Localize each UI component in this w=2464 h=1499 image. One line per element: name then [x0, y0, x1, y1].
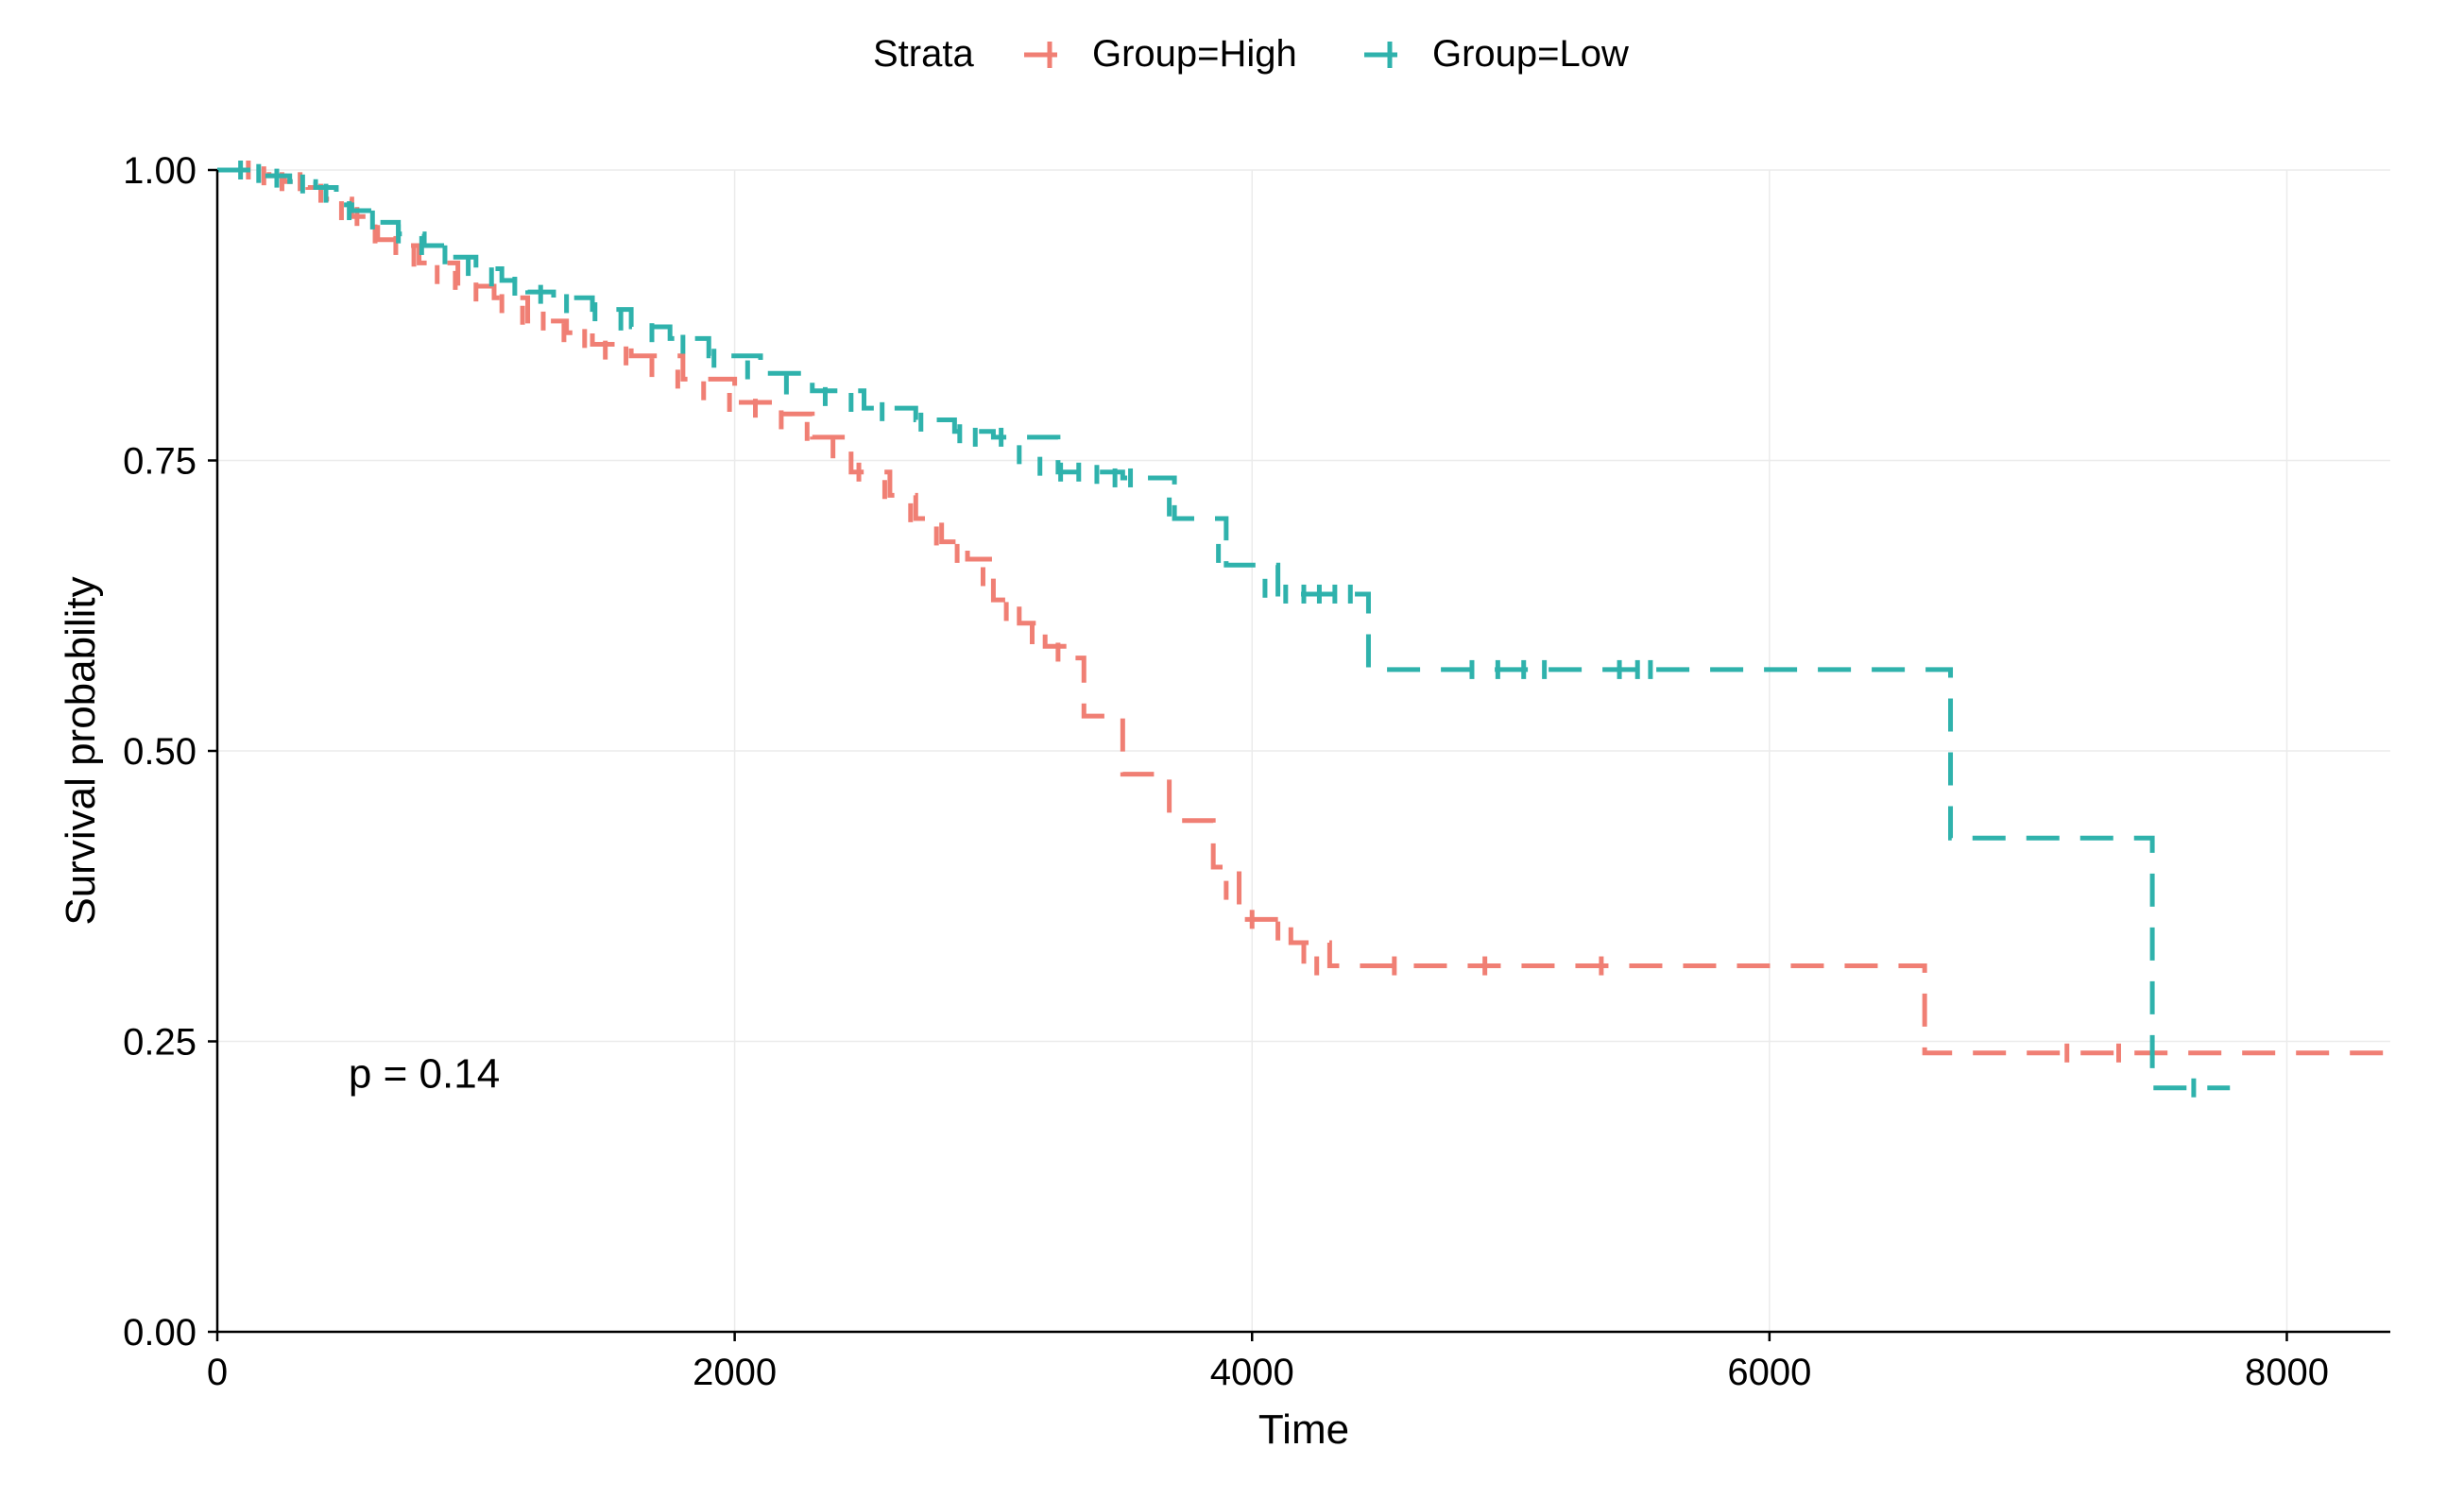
- y-tick-label: 0.75: [123, 441, 197, 483]
- chart-svg: 0 2000 4000 6000 8000 0.00 0.25 0.50 0.75 1.00 Tim…: [0, 0, 2464, 1499]
- x-axis-label: Time: [1258, 1406, 1349, 1453]
- x-tick-label: 0: [207, 1352, 228, 1393]
- x-tick-label: 2000: [693, 1352, 777, 1393]
- x-tick-label: 6000: [1727, 1352, 1811, 1393]
- km-survival-chart: 0 2000 4000 6000 8000 0.00 0.25 0.50 0.75 1.00 Tim…: [0, 0, 2464, 1499]
- legend-item-label: Group=High: [1092, 33, 1297, 75]
- x-tick-label: 8000: [2245, 1352, 2329, 1393]
- legend-item-label: Group=Low: [1432, 33, 1629, 75]
- y-tick-label: 0.25: [123, 1022, 197, 1064]
- chart-background: [0, 0, 2464, 1499]
- y-tick-label: 0.50: [123, 731, 197, 773]
- y-tick-label: 1.00: [123, 150, 197, 192]
- p-value-annotation: p = 0.14: [349, 1051, 500, 1098]
- y-axis-label: Survival probability: [58, 576, 104, 925]
- legend-title: Strata: [873, 33, 974, 75]
- x-tick-label: 4000: [1210, 1352, 1294, 1393]
- y-tick-label: 0.00: [123, 1312, 197, 1354]
